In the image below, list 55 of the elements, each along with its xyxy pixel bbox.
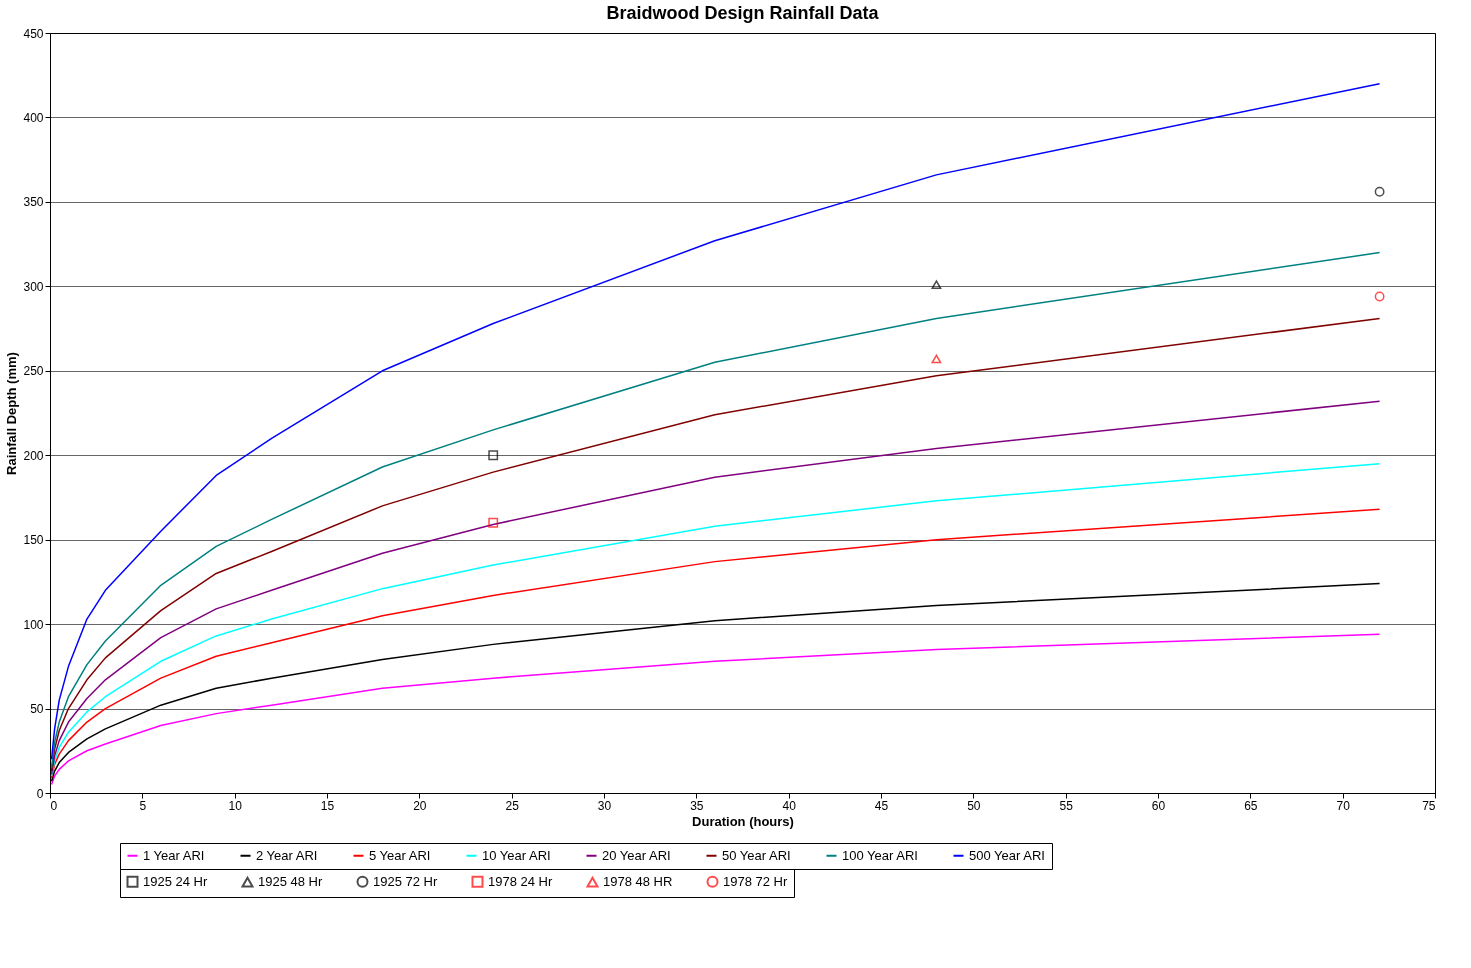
legend-label: 100 Year ARI [842, 847, 918, 863]
line-series [50, 582, 1381, 782]
x-tick-label: 50 [967, 798, 981, 813]
x-tick-label: 65 [1244, 798, 1258, 813]
point [931, 354, 942, 364]
y-tick-label: 100 [23, 617, 44, 632]
point [488, 450, 499, 461]
line-series [50, 400, 1381, 776]
x-tick-label: 40 [782, 798, 797, 813]
x-tick-label: 75 [1422, 798, 1436, 813]
x-tick-label: 0 [50, 798, 58, 813]
y-tick-label: 450 [23, 26, 44, 41]
x-tick-label: 45 [874, 798, 889, 813]
legend-label: 500 Year ARI [969, 847, 1045, 863]
x-tick-label: 60 [1151, 798, 1166, 813]
line-series [50, 462, 1381, 777]
x-tick-label: 55 [1059, 798, 1074, 813]
legend-label: 1925 72 Hr [373, 873, 438, 889]
point [488, 517, 499, 528]
legend-label: 10 Year ARI [482, 847, 551, 863]
y-tick-label: 200 [23, 448, 44, 463]
y-axis-title: Rainfall Depth (mm) [4, 352, 20, 475]
x-tick-label: 35 [690, 798, 704, 813]
legend-label: 1978 48 HR [603, 874, 673, 890]
y-tick-label: 50 [30, 702, 44, 717]
x-tick-label: 25 [505, 798, 520, 813]
y-tick-label: 0 [36, 786, 44, 801]
legend-label: 1978 72 Hr [723, 873, 788, 889]
legend-label: 1925 48 Hr [258, 874, 323, 890]
x-tick-label: 5 [139, 798, 147, 813]
y-tick-label: 250 [23, 364, 44, 379]
legend-label: 2 Year ARI [256, 847, 318, 863]
line-series [50, 633, 1381, 786]
x-tick-label: 15 [320, 798, 335, 813]
x-tick-label: 20 [413, 798, 427, 813]
y-tick-label: 400 [23, 110, 44, 125]
line-series [50, 508, 1381, 779]
y-tick-label: 300 [23, 279, 44, 294]
point [1374, 291, 1385, 302]
x-tick-label: 70 [1336, 798, 1351, 813]
legend-label: 1978 24 Hr [488, 873, 553, 889]
legend-label: 1 Year ARI [143, 847, 205, 863]
x-axis-title: Duration (hours) [692, 813, 794, 829]
line-series [50, 82, 1381, 760]
y-tick-label: 350 [23, 195, 44, 210]
legend-label: 5 Year ARI [369, 847, 431, 863]
point [1374, 186, 1385, 197]
legend-label: 50 Year ARI [722, 847, 791, 863]
chart-title: Braidwood Design Rainfall Data [606, 3, 880, 23]
legend-label: 20 Year ARI [602, 847, 671, 863]
x-tick-label: 10 [228, 798, 243, 813]
point [931, 280, 942, 290]
x-tick-label: 30 [597, 798, 612, 813]
legend-label: 1925 24 Hr [143, 873, 208, 889]
y-tick-label: 150 [23, 533, 44, 548]
